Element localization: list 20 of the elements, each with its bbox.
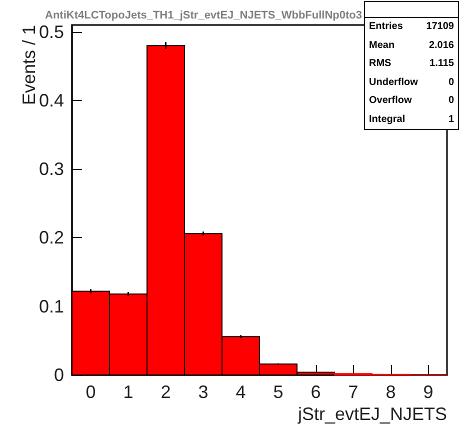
chart-title: AntiKt4LCTopoJets_TH1_jStr_evtEJ_NJETS_WbbFullNp0to3: [45, 10, 362, 22]
y-tick-label: 0.5: [38, 22, 64, 42]
x-tick-label: 8: [386, 382, 396, 402]
x-axis-title: jStr_evtEJ_NJETS: [296, 404, 447, 424]
y-tick-label: 0.3: [38, 159, 64, 180]
y-tick-label: 0: [54, 365, 64, 385]
stats-box: Entries 17109 Mean 2.016 RMS 1.115 Underflow 0 Overflow 0 Integral 1: [364, 1, 459, 130]
y-tick-label: 0.2: [38, 228, 64, 248]
y-tick-label: 0.4: [38, 90, 64, 110]
x-tick-label: 3: [198, 382, 208, 402]
x-tick-label: 9: [423, 382, 434, 402]
x-tick-label: 6: [310, 382, 321, 402]
x-tick-label: 2: [160, 382, 171, 402]
x-tick-label: 0: [86, 382, 96, 402]
x-tick-label: 1: [123, 382, 134, 402]
y-tick-label: 0.1: [38, 296, 64, 316]
x-tick-label: 7: [348, 382, 358, 402]
y-axis-title: Events / 1: [19, 25, 39, 106]
x-tick-label: 4: [236, 382, 246, 402]
x-tick-label: 5: [273, 382, 284, 402]
